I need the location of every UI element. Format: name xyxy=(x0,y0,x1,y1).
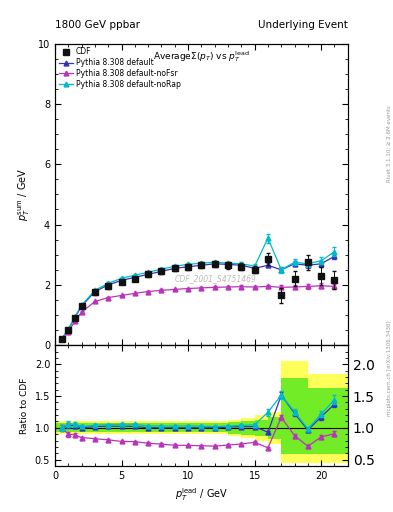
Y-axis label: $p_T^\mathsf{sum}$ / GeV: $p_T^\mathsf{sum}$ / GeV xyxy=(17,168,32,221)
Text: CDF_2001_S4751469: CDF_2001_S4751469 xyxy=(175,274,257,283)
Text: 1800 GeV ppbar: 1800 GeV ppbar xyxy=(55,20,140,31)
X-axis label: $p_T^\mathrm{lead}$ / GeV: $p_T^\mathrm{lead}$ / GeV xyxy=(175,486,228,503)
Text: Rivet 3.1.10; ≥ 2.6M events: Rivet 3.1.10; ≥ 2.6M events xyxy=(387,105,392,182)
Y-axis label: Ratio to CDF: Ratio to CDF xyxy=(20,377,29,434)
Text: Average$\Sigma(p_T)$ vs $p_T^\mathrm{lead}$: Average$\Sigma(p_T)$ vs $p_T^\mathrm{lea… xyxy=(153,50,250,65)
Text: Underlying Event: Underlying Event xyxy=(258,20,348,31)
Text: mcplots.cern.ch [arXiv:1306.3436]: mcplots.cern.ch [arXiv:1306.3436] xyxy=(387,321,392,416)
Legend: CDF, Pythia 8.308 default, Pythia 8.308 default-noFsr, Pythia 8.308 default-noRa: CDF, Pythia 8.308 default, Pythia 8.308 … xyxy=(57,46,182,91)
